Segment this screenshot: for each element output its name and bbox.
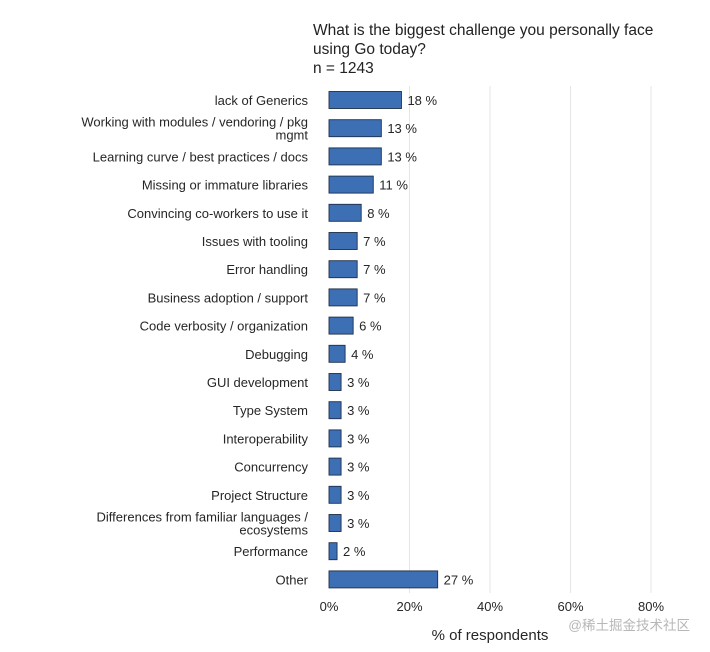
category-label-2: Learning curve / best practices / docs [93,149,309,164]
bar-15 [328,514,342,532]
value-label-8: 6 % [359,319,382,334]
category-label-14: Project Structure [211,488,308,503]
bar-5 [328,232,358,250]
category-label-0: lack of Generics [215,93,309,108]
value-label-7: 7 % [363,290,386,305]
bar-3 [328,175,374,194]
watermark: @稀土掘金技术社区 [568,618,690,633]
bar-17 [328,570,439,589]
x-tick-label-2: 40% [477,599,503,614]
value-label-15: 3 % [347,516,370,531]
bar-13 [328,457,342,476]
chart-title: What is the biggest challenge you person… [313,22,658,58]
x-tick-label-0: 0% [320,599,339,614]
category-label-9: Debugging [245,347,308,362]
bar-9 [328,344,346,363]
value-label-13: 3 % [347,460,370,475]
category-label-7: Business adoption / support [148,290,309,305]
x-tick-label-3: 60% [557,599,583,614]
value-label-3: 11 % [379,178,408,193]
bar-10 [328,373,342,391]
x-tick-label-1: 20% [396,599,422,614]
value-label-14: 3 % [347,488,370,503]
category-label-15-line-1: ecosystems [239,523,308,538]
category-label-13: Concurrency [234,460,308,475]
category-label-12: Interoperability [223,431,309,446]
bar-11 [328,401,342,420]
category-label-11: Type System [233,403,308,418]
bar-12 [328,429,342,448]
bars [328,91,439,589]
value-label-0: 18 % [407,93,437,108]
category-labels: lack of Generics Working with modules / v… [81,93,308,587]
value-label-16: 2 % [343,544,366,559]
value-label-4: 8 % [367,206,390,221]
value-label-17: 27 % [444,572,474,587]
category-label-8: Code verbosity / organization [140,319,308,334]
value-label-11: 3 % [347,403,370,418]
value-label-1: 13 % [387,121,417,136]
bar-16 [328,542,338,561]
category-label-4: Convincing co-workers to use it [127,206,308,221]
x-tick-label-4: 80% [638,599,664,614]
chart-subtitle: n = 1243 [313,60,374,77]
bar-0 [328,91,402,109]
value-label-9: 4 % [351,347,374,362]
category-label-15-line-0: Differences from familiar languages / [97,510,309,525]
bar-1 [328,119,382,138]
bar-14 [328,485,342,504]
category-label-1-line-1: mgmt [276,128,309,143]
bar-8 [328,316,354,335]
value-label-6: 7 % [363,262,386,277]
x-tick-labels: 0% 20% 40% 60% 80% [320,599,665,614]
category-label-15: Differences from familiar languages / eco… [97,510,309,538]
category-label-1-line-0: Working with modules / vendoring / pkg [81,115,308,130]
value-label-5: 7 % [363,234,386,249]
category-label-17: Other [275,572,308,587]
value-label-12: 3 % [347,431,370,446]
value-label-10: 3 % [347,375,370,390]
chart-title-block: What is the biggest challenge you person… [313,21,693,78]
category-label-6: Error handling [226,262,308,277]
value-labels: 18 % 13 % 13 % 11 % 8 % 7 % 7 % 7 % 6 % 4 % 3 % 3 %… [343,93,474,587]
category-label-1: Working with modules / vendoring / pkg mg… [81,115,308,143]
bar-2 [328,147,382,166]
category-label-16: Performance [234,544,308,559]
grid-lines [409,86,652,593]
bar-6 [328,260,358,279]
bar-7 [328,288,358,307]
category-label-5: Issues with tooling [202,234,308,249]
category-label-3: Missing or immature libraries [142,178,309,193]
x-axis-label: % of respondents [432,627,549,644]
bar-4 [328,203,362,222]
value-label-2: 13 % [387,149,417,164]
category-label-10: GUI development [207,375,309,390]
